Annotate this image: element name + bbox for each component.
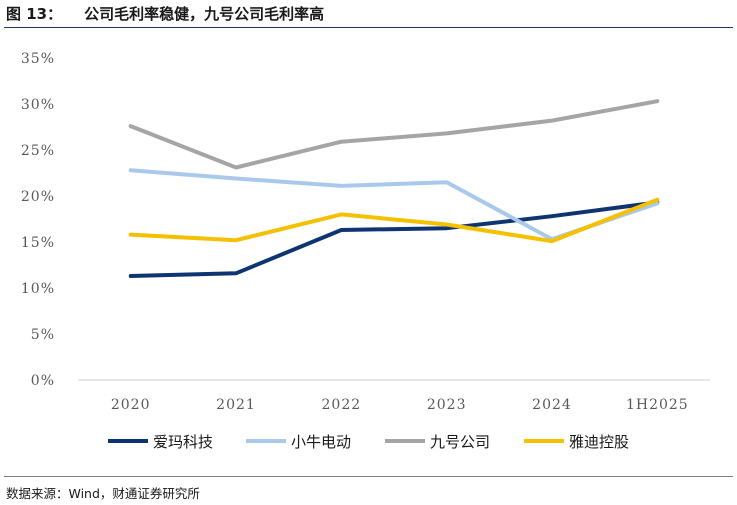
x-tick-label: 1H2025: [626, 397, 689, 413]
x-tick-label: 2023: [427, 397, 467, 413]
legend: 爱玛科技 小牛电动 九号公司 雅迪控股: [108, 433, 629, 451]
y-tick-label: 35%: [21, 51, 55, 67]
series-line: [128, 197, 660, 244]
y-tick-label: 10%: [21, 281, 55, 297]
series-line: [128, 99, 660, 170]
legend-label: 雅迪控股: [569, 433, 629, 451]
x-axis-ticks: 2020 2021 2022 2023 2024 1H2025: [111, 397, 689, 413]
x-tick-label: 2020: [111, 397, 151, 413]
legend-label: 九号公司: [430, 433, 490, 451]
x-tick-label: 2024: [532, 397, 572, 413]
source-rule: [4, 476, 733, 477]
x-tick-label: 2021: [216, 397, 256, 413]
figure-title: 图 13： 公司毛利率稳健，九号公司毛利率高: [6, 3, 324, 24]
legend-label: 小牛电动: [291, 433, 351, 451]
y-tick-label: 15%: [21, 235, 55, 251]
y-tick-label: 30%: [21, 97, 55, 113]
series-line: [128, 200, 660, 278]
source-note: 数据来源：Wind，财通证券研究所: [6, 486, 200, 501]
series-lines: [128, 99, 660, 278]
figure-number: 图 13：: [6, 5, 63, 23]
y-tick-label: 20%: [21, 189, 55, 205]
x-tick-label: 2022: [322, 397, 362, 413]
legend-label: 爱玛科技: [153, 433, 213, 451]
y-tick-label: 25%: [21, 143, 55, 159]
y-axis-ticks: 0% 5% 10% 15% 20% 25% 30% 35%: [21, 51, 55, 389]
figure-title-text: 公司毛利率稳健，九号公司毛利率高: [84, 5, 325, 23]
title-rule: [4, 27, 733, 28]
y-tick-label: 5%: [31, 327, 55, 343]
line-chart: 0%5%10%15%20%25%30%35% 2020 2021 2022 2023 2…: [21, 51, 710, 451]
y-tick-label: 0%: [31, 373, 55, 389]
